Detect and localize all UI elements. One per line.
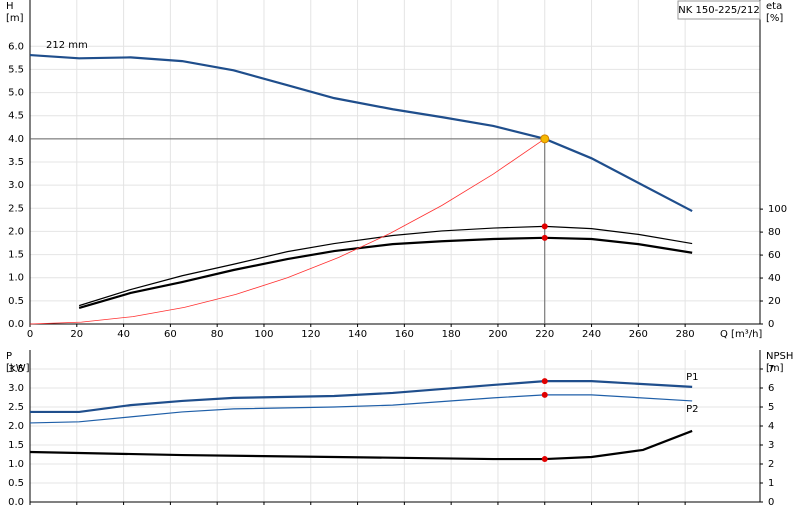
series-line — [78, 236, 693, 309]
y-axis-label: P — [6, 351, 12, 362]
y-tick-label: 6.0 — [8, 41, 24, 52]
y-tick-label: 3.0 — [8, 180, 24, 191]
y2-tick-label: 2 — [768, 459, 774, 470]
marker — [541, 391, 548, 398]
x-tick-label: 240 — [582, 329, 601, 340]
y-tick-label: 4.5 — [8, 111, 24, 122]
marker — [541, 378, 548, 385]
x-tick-label: 220 — [535, 329, 554, 340]
y2-tick-label: 0 — [768, 319, 774, 330]
y-tick-label: 2.5 — [8, 203, 24, 214]
x-axis-label: Q [m³/h] — [720, 329, 762, 340]
y2-axis-label: eta — [766, 1, 782, 12]
series-label: P2 — [686, 404, 698, 415]
x-tick-label: 280 — [676, 329, 695, 340]
y-tick-label: 2.5 — [8, 402, 24, 413]
x-tick-label: 180 — [442, 329, 461, 340]
x-tick-label: 80 — [211, 329, 224, 340]
y-tick-label: 1.5 — [8, 250, 24, 261]
y-tick-label: 3.0 — [8, 383, 24, 394]
y-axis-label: H — [6, 1, 14, 12]
marker — [540, 134, 550, 144]
y2-tick-label: 6 — [768, 383, 774, 394]
y2-tick-label: 80 — [768, 227, 781, 238]
x-tick-label: 100 — [254, 329, 273, 340]
y2-tick-label: 1 — [768, 478, 774, 489]
y-tick-label: 2.0 — [8, 421, 24, 432]
y-tick-label: 0.5 — [8, 296, 24, 307]
y-tick-label: 1.0 — [8, 459, 24, 470]
x-tick-label: 0 — [27, 329, 33, 340]
chart-title: NK 150-225/212 — [678, 5, 759, 16]
y-tick-label: 3.5 — [8, 157, 24, 168]
y2-tick-label: 3 — [768, 440, 774, 451]
marker — [541, 234, 548, 241]
y-tick-label: 0.5 — [8, 478, 24, 489]
y2-axis-unit: [%] — [766, 13, 783, 24]
y-tick-label: 0.0 — [8, 319, 24, 330]
y-tick-label: 5.0 — [8, 88, 24, 99]
series-line — [30, 380, 693, 414]
y-axis-unit: [m] — [6, 13, 24, 24]
y-axis-unit: [kW] — [6, 363, 30, 374]
y2-tick-label: 0 — [768, 497, 774, 508]
y-tick-label: 4.0 — [8, 134, 24, 145]
x-tick-label: 140 — [348, 329, 367, 340]
y2-axis-unit: [m] — [766, 363, 784, 374]
title-box — [677, 0, 761, 20]
x-tick-label: 260 — [629, 329, 648, 340]
y-tick-label: 5.5 — [8, 64, 24, 75]
y2-tick-label: 20 — [768, 296, 781, 307]
y2-tick-label: 40 — [768, 273, 781, 284]
y2-tick-label: 100 — [768, 204, 787, 215]
x-tick-label: 200 — [488, 329, 507, 340]
series-label: 212 mm — [46, 40, 88, 51]
y-tick-label: 0.0 — [8, 497, 24, 508]
y-tick-label: 1.5 — [8, 440, 24, 451]
x-tick-label: 120 — [301, 329, 320, 340]
y2-tick-label: 4 — [768, 421, 774, 432]
y-tick-label: 2.0 — [8, 226, 24, 237]
y-tick-label: 3.5 — [8, 364, 24, 375]
series-line — [29, 394, 693, 424]
y-tick-label: 1.0 — [8, 273, 24, 284]
y2-tick-label: 5 — [768, 402, 774, 413]
series-line — [29, 138, 545, 325]
series-line — [29, 53, 693, 213]
marker — [541, 223, 548, 230]
marker — [541, 456, 548, 463]
x-tick-label: 40 — [117, 329, 130, 340]
y2-tick-label: 60 — [768, 250, 781, 261]
y2-tick-label: 7 — [768, 364, 774, 375]
y2-axis-label: NPSH — [766, 351, 793, 362]
x-tick-label: 20 — [70, 329, 83, 340]
series-label: P1 — [686, 372, 698, 383]
series-line — [29, 429, 693, 461]
x-tick-label: 60 — [164, 329, 177, 340]
x-tick-label: 160 — [395, 329, 414, 340]
series-line — [78, 225, 693, 307]
